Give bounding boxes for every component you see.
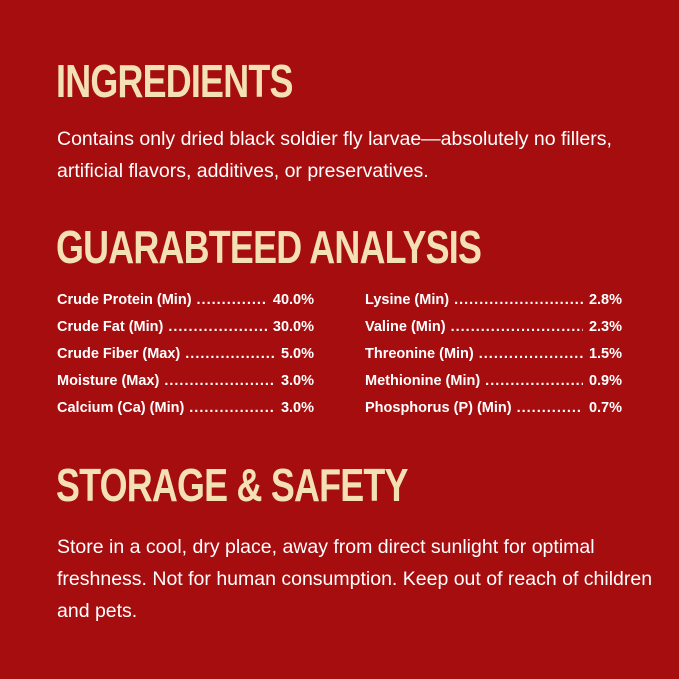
analysis-row: Threonine (Min) 1.5% (365, 346, 622, 373)
analysis-label: Threonine (Min) (365, 346, 474, 362)
analysis-label: Crude Fat (Min) (57, 319, 164, 335)
storage-text: Store in a cool, dry place, away from di… (57, 536, 653, 622)
analysis-label: Phosphorus (P) (Min) (365, 400, 512, 416)
analysis-row: Crude Fat (Min) 30.0% (57, 319, 314, 346)
analysis-row: Valine (Min) 2.3% (365, 319, 622, 346)
analysis-row: Crude Fiber (Max) 5.0% (57, 346, 314, 373)
dot-leader (479, 346, 583, 362)
analysis-value: 0.9% (588, 373, 622, 389)
analysis-value: 1.5% (588, 346, 622, 362)
dot-leader (197, 292, 267, 308)
analysis-value: 3.0% (280, 400, 314, 416)
analysis-left-column: Crude Protein (Min) 40.0% Crude Fat (Min)… (57, 292, 314, 427)
analysis-label: Calcium (Ca) (Min) (57, 400, 185, 416)
dot-leader (485, 373, 583, 389)
analysis-label: Crude Fiber (Max) (57, 346, 181, 362)
analysis-value: 40.0% (272, 292, 314, 308)
analysis-value: 3.0% (280, 373, 314, 389)
analysis-row: Methionine (Min) 0.9% (365, 373, 622, 400)
dot-leader (451, 319, 583, 335)
analysis-value: 5.0% (280, 346, 314, 362)
analysis-row: Crude Protein (Min) 40.0% (57, 292, 314, 319)
analysis-label: Lysine (Min) (365, 292, 450, 308)
dot-leader (189, 400, 275, 416)
analysis-row: Moisture (Max) 3.0% (57, 373, 314, 400)
analysis-label: Methionine (Min) (365, 373, 481, 389)
analysis-value: 0.7% (588, 400, 622, 416)
dot-leader (168, 319, 267, 335)
ingredients-heading: INGREDIENTS (56, 55, 293, 107)
dot-leader (517, 400, 583, 416)
analysis-label: Moisture (Max) (57, 373, 160, 389)
analysis-value: 30.0% (272, 319, 314, 335)
storage-heading: STORAGE & SAFETY (56, 459, 408, 511)
analysis-label: Crude Protein (Min) (57, 292, 192, 308)
dot-leader (454, 292, 583, 308)
ingredients-text: Contains only dried black soldier fly la… (57, 128, 612, 182)
analysis-heading: GUARABTEED ANALYSIS (56, 221, 482, 273)
analysis-value: 2.8% (588, 292, 622, 308)
analysis-row: Phosphorus (P) (Min) 0.7% (365, 400, 622, 427)
dot-leader (185, 346, 275, 362)
dot-leader (164, 373, 275, 389)
analysis-value: 2.3% (588, 319, 622, 335)
analysis-row: Calcium (Ca) (Min) 3.0% (57, 400, 314, 427)
analysis-right-column: Lysine (Min) 2.8% Valine (Min) 2.3% Threon… (365, 292, 622, 427)
analysis-label: Valine (Min) (365, 319, 446, 335)
analysis-row: Lysine (Min) 2.8% (365, 292, 622, 319)
